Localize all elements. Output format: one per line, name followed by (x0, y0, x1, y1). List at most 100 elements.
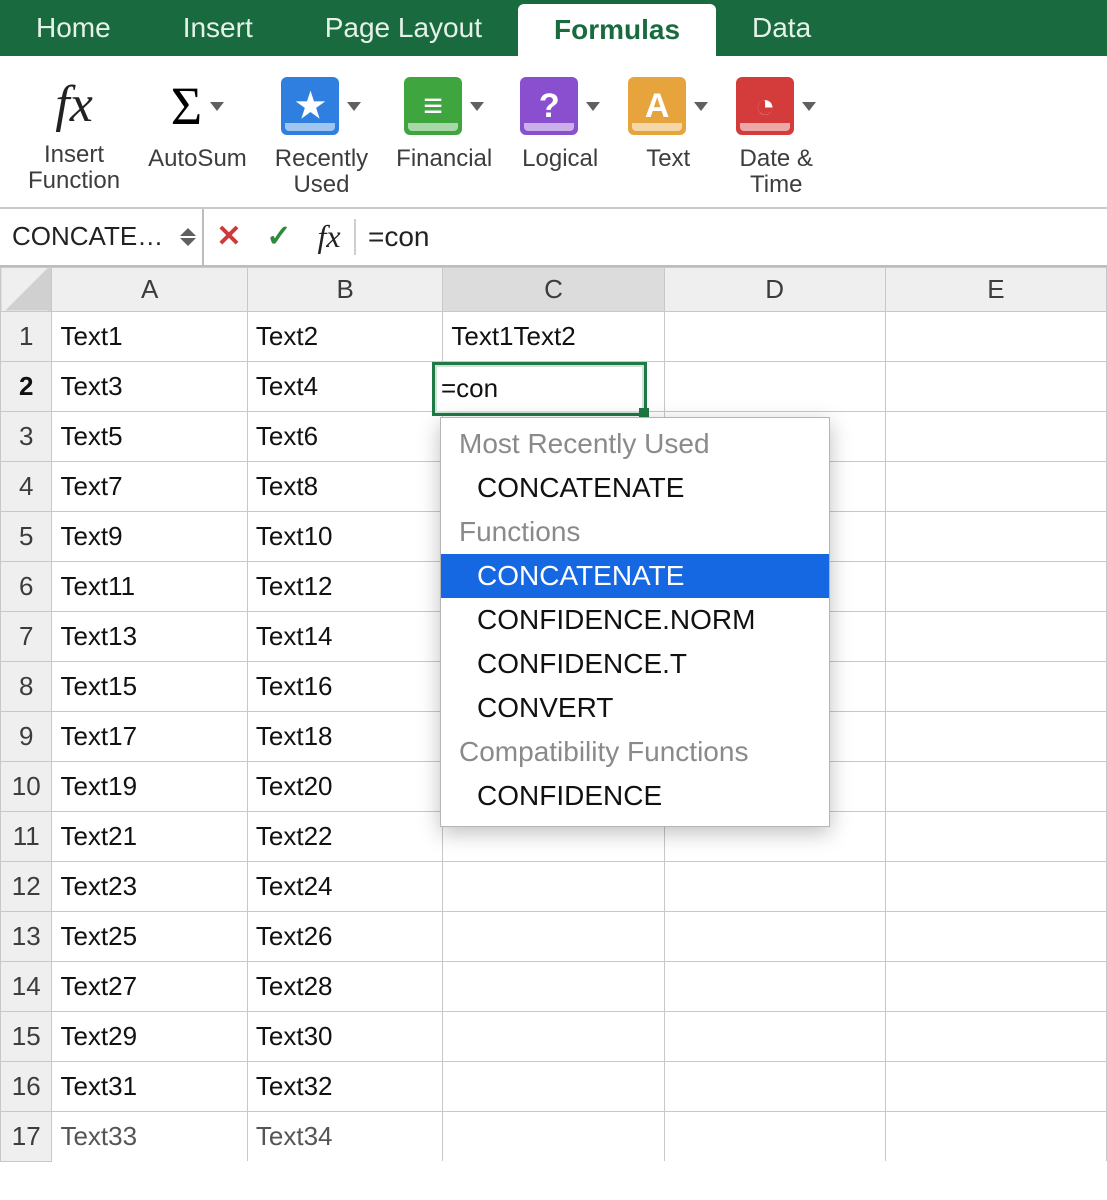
cell[interactable] (885, 411, 1106, 461)
row-header[interactable]: 1 (1, 311, 52, 361)
cell[interactable] (664, 361, 885, 411)
cell[interactable]: Text20 (247, 761, 442, 811)
cell[interactable]: Text14 (247, 611, 442, 661)
cell[interactable]: Text27 (52, 961, 247, 1011)
cell[interactable]: Text17 (52, 711, 247, 761)
cell[interactable] (664, 1111, 885, 1161)
row-header[interactable]: 3 (1, 411, 52, 461)
column-header-C[interactable]: C (443, 267, 664, 311)
cell[interactable] (885, 311, 1106, 361)
cell[interactable] (443, 961, 664, 1011)
row-header[interactable]: 15 (1, 1011, 52, 1061)
cell[interactable]: Text9 (52, 511, 247, 561)
row-header[interactable]: 2 (1, 361, 52, 411)
cell[interactable] (885, 1011, 1106, 1061)
cell[interactable] (885, 561, 1106, 611)
cell[interactable]: Text21 (52, 811, 247, 861)
tab-data[interactable]: Data (716, 0, 847, 56)
chevron-down-icon[interactable] (694, 102, 708, 111)
column-header-A[interactable]: A (52, 267, 247, 311)
cell[interactable]: Text8 (247, 461, 442, 511)
autocomplete-item[interactable]: CONCATENATE (441, 554, 829, 598)
row-header[interactable]: 14 (1, 961, 52, 1011)
chevron-down-icon[interactable] (802, 102, 816, 111)
cell[interactable] (885, 761, 1106, 811)
cell[interactable] (885, 711, 1106, 761)
cell[interactable]: Text7 (52, 461, 247, 511)
cell[interactable]: Text33 (52, 1111, 247, 1161)
cell[interactable]: Text16 (247, 661, 442, 711)
cell[interactable]: Text31 (52, 1061, 247, 1111)
cell[interactable] (885, 461, 1106, 511)
fx-icon[interactable]: fx (317, 218, 340, 255)
cell[interactable]: Text1 (52, 311, 247, 361)
cell[interactable] (664, 311, 885, 361)
cell[interactable] (885, 961, 1106, 1011)
cell[interactable] (885, 1111, 1106, 1161)
cell[interactable]: Text13 (52, 611, 247, 661)
insert-function-button[interactable]: fx Insert Function (28, 70, 120, 195)
row-header[interactable]: 5 (1, 511, 52, 561)
row-header[interactable]: 13 (1, 911, 52, 961)
text-button[interactable]: A Text (628, 70, 708, 172)
row-header[interactable]: 17 (1, 1111, 52, 1161)
chevron-down-icon[interactable] (586, 102, 600, 111)
select-all-corner[interactable] (1, 267, 52, 311)
tab-page-layout[interactable]: Page Layout (289, 0, 518, 56)
cell[interactable] (885, 811, 1106, 861)
row-header[interactable]: 4 (1, 461, 52, 511)
row-header[interactable]: 6 (1, 561, 52, 611)
cell[interactable]: Text19 (52, 761, 247, 811)
tab-formulas[interactable]: Formulas (518, 4, 716, 56)
chevron-down-icon[interactable] (347, 102, 361, 111)
cell[interactable]: Text34 (247, 1111, 442, 1161)
recently-used-button[interactable]: ★ Recently Used (275, 70, 368, 199)
active-cell[interactable]: =con (432, 362, 647, 416)
cell[interactable] (443, 1011, 664, 1061)
autocomplete-item[interactable]: CONFIDENCE.NORM (441, 598, 829, 642)
name-box-stepper[interactable] (180, 228, 196, 246)
cell[interactable] (443, 1061, 664, 1111)
autocomplete-item[interactable]: CONFIDENCE (441, 774, 829, 818)
date-time-button[interactable]: ◔ Date & Time (736, 70, 816, 199)
formula-input[interactable]: =con (356, 221, 1107, 253)
cell[interactable]: Text3 (52, 361, 247, 411)
row-header[interactable]: 8 (1, 661, 52, 711)
cell[interactable] (443, 911, 664, 961)
cell[interactable]: Text12 (247, 561, 442, 611)
cell[interactable] (885, 911, 1106, 961)
chevron-down-icon[interactable] (470, 102, 484, 111)
name-box[interactable]: CONCATE… (0, 209, 204, 265)
cell[interactable] (664, 861, 885, 911)
cell[interactable]: Text29 (52, 1011, 247, 1061)
cell[interactable]: Text18 (247, 711, 442, 761)
cell[interactable] (664, 1061, 885, 1111)
autocomplete-item[interactable]: CONVERT (441, 686, 829, 730)
cell[interactable]: Text15 (52, 661, 247, 711)
cell[interactable] (885, 661, 1106, 711)
cell[interactable]: Text2 (247, 311, 442, 361)
cell[interactable] (885, 611, 1106, 661)
accept-button[interactable]: ✓ (254, 219, 304, 254)
cell[interactable]: Text6 (247, 411, 442, 461)
row-header[interactable]: 16 (1, 1061, 52, 1111)
cell[interactable]: Text26 (247, 911, 442, 961)
cell[interactable] (664, 961, 885, 1011)
cell[interactable]: Text23 (52, 861, 247, 911)
cell[interactable] (664, 911, 885, 961)
column-header-D[interactable]: D (664, 267, 885, 311)
cell[interactable]: Text30 (247, 1011, 442, 1061)
row-header[interactable]: 9 (1, 711, 52, 761)
cell[interactable] (443, 861, 664, 911)
cell[interactable]: Text1Text2 (443, 311, 664, 361)
column-header-B[interactable]: B (247, 267, 442, 311)
tab-insert[interactable]: Insert (147, 0, 289, 56)
cell[interactable] (443, 1111, 664, 1161)
cell[interactable]: Text32 (247, 1061, 442, 1111)
chevron-down-icon[interactable] (210, 102, 224, 111)
cell[interactable] (885, 511, 1106, 561)
cell[interactable] (885, 361, 1106, 411)
cell[interactable]: Text11 (52, 561, 247, 611)
column-header-E[interactable]: E (885, 267, 1106, 311)
cell[interactable] (885, 861, 1106, 911)
